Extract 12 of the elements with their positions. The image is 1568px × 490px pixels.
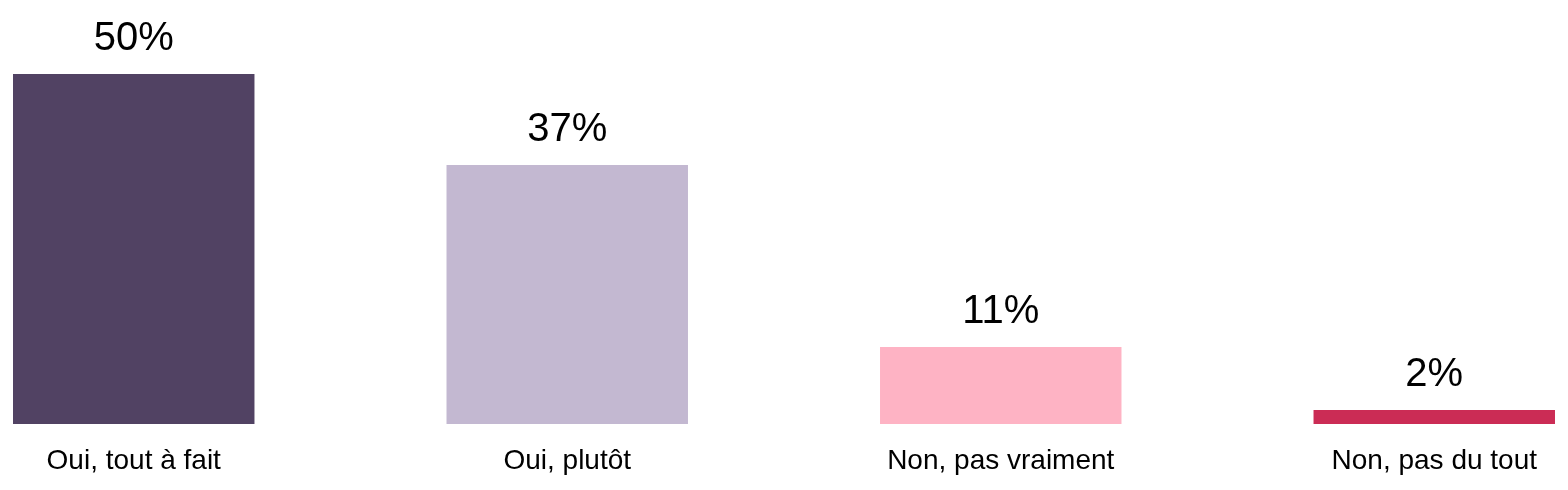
- x-tick-label: Oui, plutôt: [503, 443, 632, 475]
- x-tick-label: Non, pas vraiment: [887, 443, 1115, 475]
- bar: [880, 347, 1122, 424]
- data-label: 50%: [93, 14, 174, 58]
- data-label: 2%: [1405, 350, 1464, 394]
- bar: [446, 165, 688, 424]
- data-label: 11%: [962, 287, 1040, 331]
- x-tick-label: Oui, tout à fait: [46, 443, 222, 475]
- bar: [1313, 410, 1555, 424]
- data-label: 37%: [527, 105, 608, 149]
- x-tick-label: Non, pas du tout: [1331, 443, 1538, 475]
- bar: [13, 74, 255, 424]
